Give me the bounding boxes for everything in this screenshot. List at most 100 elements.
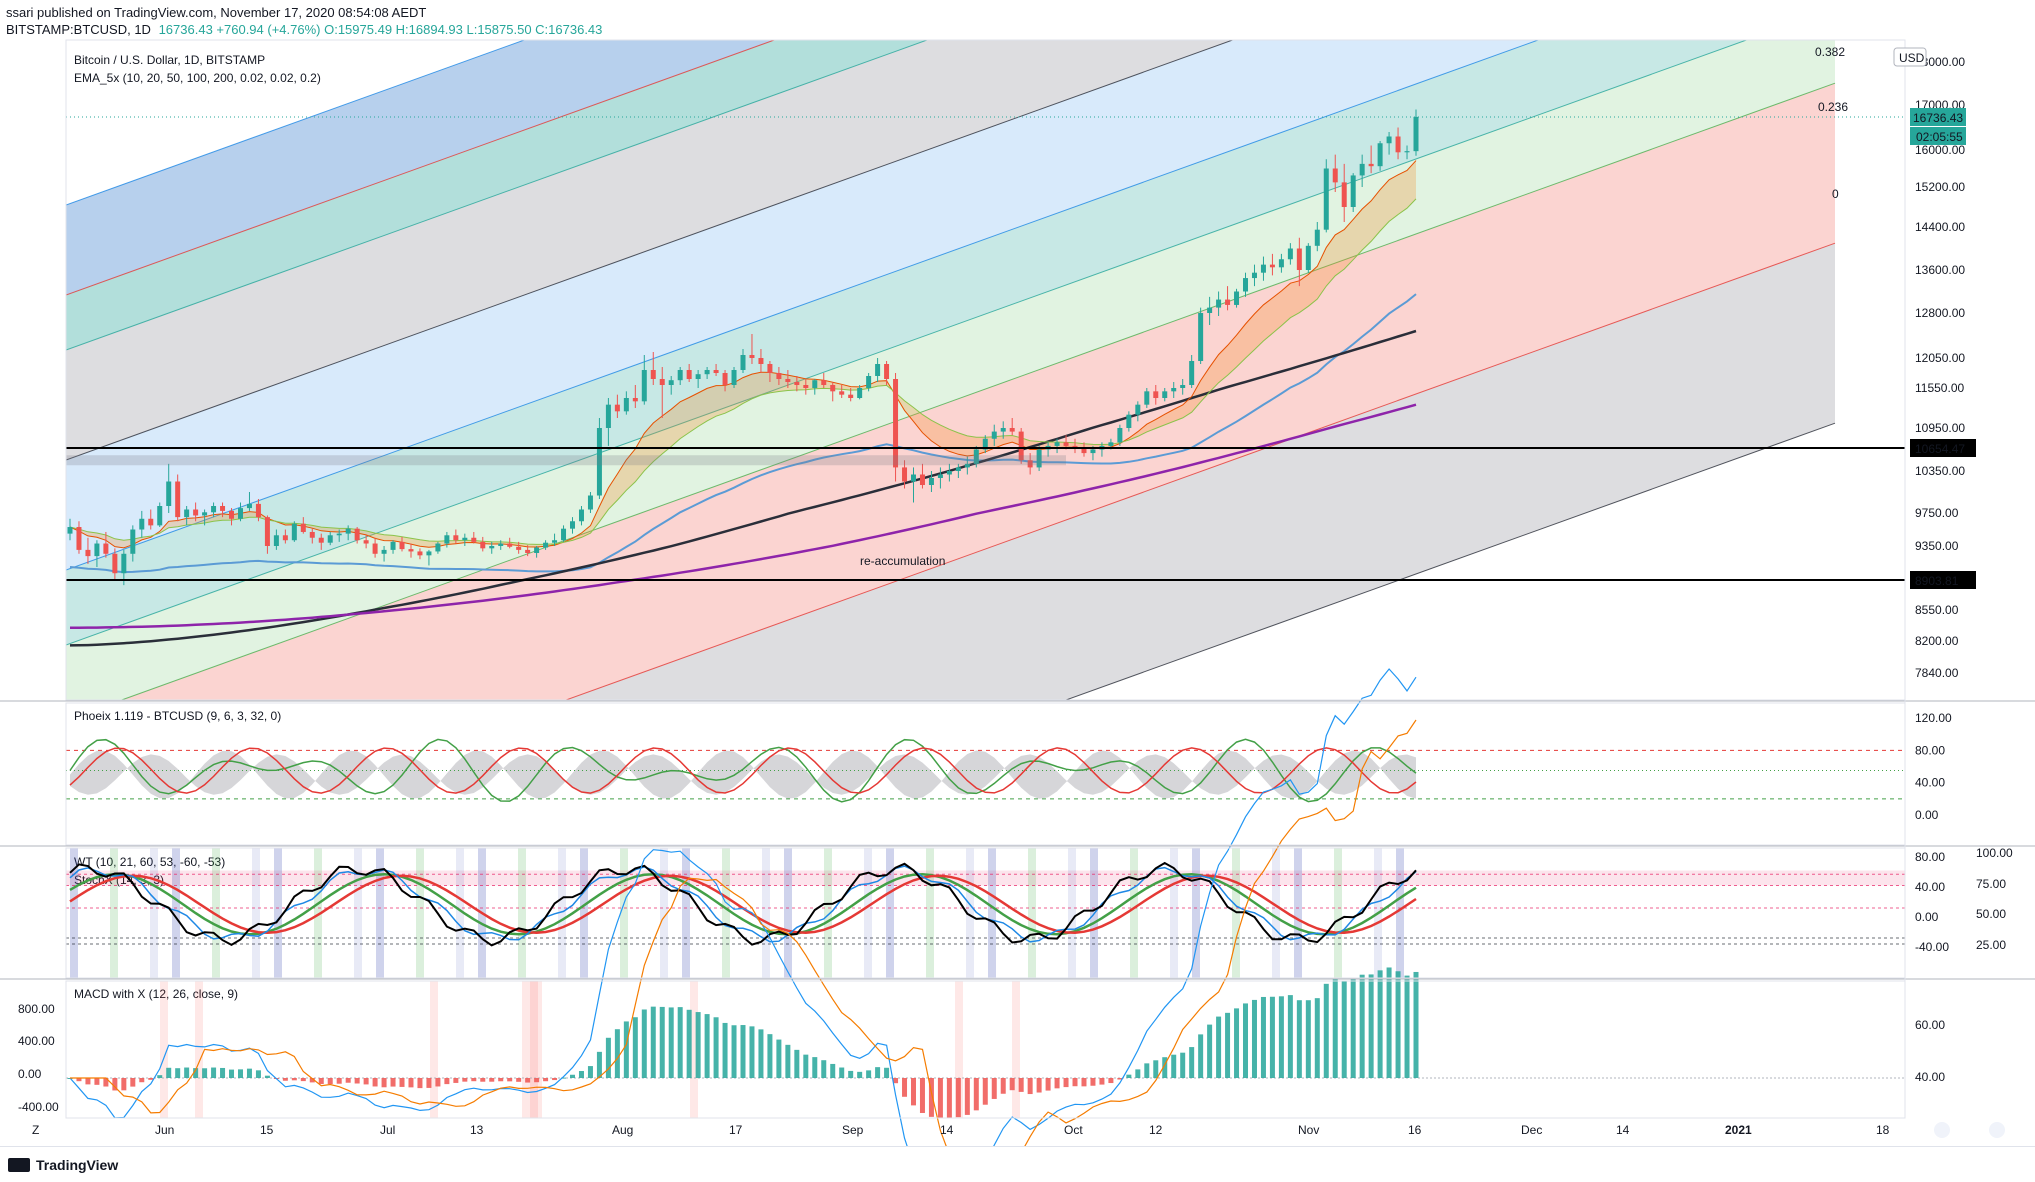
candle bbox=[1054, 438, 1060, 454]
candle bbox=[866, 373, 872, 392]
price-tick: 15200.00 bbox=[1915, 180, 1965, 194]
candle bbox=[1278, 253, 1284, 273]
wt-signal-bar bbox=[354, 848, 362, 978]
candle bbox=[381, 546, 387, 562]
candle bbox=[722, 370, 728, 392]
macd-hist-bar bbox=[498, 1078, 504, 1082]
macd-hist-bar bbox=[910, 1078, 916, 1106]
candle-body bbox=[130, 529, 136, 554]
macd-hist-bar bbox=[695, 1012, 701, 1078]
candle-body bbox=[928, 478, 934, 485]
macd-hist-bar bbox=[166, 1067, 172, 1078]
macd-hist-bar bbox=[1350, 978, 1356, 1078]
candle bbox=[166, 463, 172, 513]
x-tick: Jun bbox=[155, 1123, 174, 1137]
tradingview-logo[interactable]: TradingView bbox=[8, 1157, 118, 1173]
candle-body bbox=[1207, 307, 1213, 313]
wt-tick-right: 25.00 bbox=[1976, 938, 2006, 952]
macd-signal-bar bbox=[955, 981, 963, 1118]
macd-signal-bar bbox=[1012, 981, 1020, 1118]
candle-body bbox=[246, 503, 252, 509]
wt-signal-bar bbox=[1272, 848, 1280, 978]
candle bbox=[417, 548, 423, 560]
candle-body bbox=[1198, 313, 1204, 361]
price-tick: 9350.00 bbox=[1915, 539, 1959, 553]
candle-body bbox=[372, 543, 378, 554]
main-subtitle: EMA_5x (10, 20, 50, 100, 200, 0.02, 0.02… bbox=[74, 71, 321, 85]
symbol-name[interactable]: BITSTAMP:BTCUSD, 1D bbox=[6, 22, 151, 37]
macd-hist-bar bbox=[1287, 995, 1293, 1078]
candle bbox=[327, 531, 333, 546]
candle bbox=[237, 502, 243, 522]
macd-hist-bar bbox=[902, 1078, 908, 1097]
wt-signal-bar bbox=[1294, 848, 1302, 978]
candle-body bbox=[516, 546, 522, 550]
macd-hist-bar bbox=[1404, 975, 1410, 1078]
candle bbox=[435, 541, 441, 554]
macd-hist-bar bbox=[650, 1006, 656, 1078]
candle bbox=[991, 424, 997, 446]
candle bbox=[1234, 288, 1240, 308]
candle-body bbox=[300, 523, 306, 532]
macd-hist-bar bbox=[1413, 971, 1419, 1078]
macd-hist-bar bbox=[749, 1026, 755, 1078]
x-tick: Sep bbox=[842, 1123, 864, 1137]
candle bbox=[1072, 438, 1078, 454]
candle bbox=[543, 540, 549, 550]
candle bbox=[794, 376, 800, 392]
macd-hist-bar bbox=[812, 1057, 818, 1078]
macd-pane[interactable]: MACD with X (12, 26, close, 9) bbox=[66, 668, 1905, 1146]
chart-canvas[interactable]: 0.382 0.236 0 re-accumulation Bitcoin / U.S.… bbox=[0, 0, 2035, 1146]
candle-body bbox=[964, 463, 970, 468]
candle bbox=[1260, 256, 1266, 281]
macd-hist-bar bbox=[426, 1078, 432, 1088]
candle-body bbox=[1260, 264, 1266, 273]
macd-hist-bar bbox=[534, 1078, 540, 1083]
candle bbox=[1027, 453, 1033, 475]
candle bbox=[1386, 132, 1392, 155]
candle-body bbox=[1135, 404, 1141, 415]
candle-body bbox=[848, 394, 854, 398]
macd-hist-bar bbox=[919, 1078, 925, 1113]
candle-body bbox=[1090, 449, 1096, 454]
price-tick: 12800.00 bbox=[1915, 306, 1965, 320]
macd-hist-bar bbox=[632, 1017, 638, 1078]
candle-body bbox=[803, 385, 809, 388]
candle-body bbox=[731, 370, 737, 385]
x-tick: 14 bbox=[940, 1123, 954, 1137]
macd-hist-bar bbox=[1162, 1057, 1168, 1078]
phoeix-fill bbox=[70, 750, 1416, 799]
candle-body bbox=[919, 474, 925, 485]
macd-hist-bar bbox=[561, 1077, 567, 1079]
macd-hist-bar bbox=[1395, 971, 1401, 1078]
macd-hist-bar bbox=[1135, 1069, 1141, 1078]
candle bbox=[973, 445, 979, 468]
macd-hist-bar bbox=[758, 1029, 764, 1078]
macd-hist-bar bbox=[354, 1078, 360, 1084]
x-tick: Nov bbox=[1298, 1123, 1319, 1137]
candle bbox=[848, 388, 854, 402]
main-price-pane[interactable]: 0.382 0.236 0 re-accumulation Bitcoin / U.S.… bbox=[66, 0, 1905, 1060]
candle bbox=[112, 548, 118, 581]
candle bbox=[264, 515, 270, 554]
wt-signal-bar bbox=[1170, 848, 1178, 978]
candle-body bbox=[884, 364, 890, 379]
candle bbox=[1305, 243, 1311, 273]
fib-label-0: 0 bbox=[1832, 187, 1839, 201]
price-tick: 7840.00 bbox=[1915, 666, 1959, 680]
candle-body bbox=[121, 553, 127, 574]
phoeix-pane[interactable]: Phoeix 1.119 - BTCUSD (9, 6, 3, 32, 0) bbox=[66, 709, 1905, 803]
stoch-k-line bbox=[69, 873, 1417, 936]
candle-body bbox=[1234, 291, 1240, 305]
candle bbox=[1207, 296, 1213, 325]
macd-tick-left: 0.00 bbox=[18, 1067, 42, 1081]
wavetrend-pane[interactable]: WT (10, 21, 60, 53, -60, -53)StochX (14,… bbox=[66, 848, 1905, 978]
candle bbox=[354, 527, 360, 544]
x-tick: 16 bbox=[1408, 1123, 1422, 1137]
macd-hist-bar bbox=[1090, 1078, 1096, 1086]
candle bbox=[103, 531, 109, 558]
candle-body bbox=[1350, 175, 1356, 207]
macd-hist-bar bbox=[1234, 1008, 1240, 1078]
candle bbox=[803, 379, 809, 395]
macd-signal-bar bbox=[530, 981, 538, 1118]
